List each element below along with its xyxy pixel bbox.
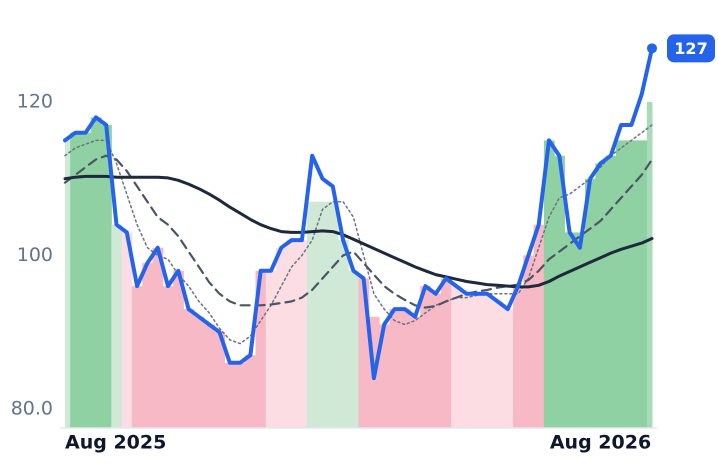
fill-bar (121, 232, 133, 428)
y-tick-label: 100 (17, 244, 53, 266)
fill-bar (224, 362, 236, 428)
fill-bar (234, 362, 246, 428)
fill-bar (615, 140, 627, 428)
y-tick-label: 120 (17, 91, 53, 113)
fill-bar (574, 232, 586, 428)
fill-bar (646, 102, 653, 428)
fill-bar (152, 247, 164, 428)
fill-bar (605, 155, 617, 428)
fill-bar (162, 286, 174, 428)
line-layer (63, 43, 657, 381)
fill-bar (70, 132, 81, 428)
fill-bar (461, 293, 473, 428)
fill-bar (636, 140, 648, 428)
fill-bar (543, 140, 555, 428)
fill-bar (276, 247, 287, 428)
fill-bar (420, 286, 432, 428)
fill-bar (564, 232, 576, 428)
fill-bar (245, 355, 257, 428)
fill-bar (214, 332, 226, 428)
fill-bar (80, 132, 92, 428)
fill-bar (554, 155, 565, 428)
fill-bar (482, 293, 493, 428)
fill-bar (430, 293, 442, 428)
value-badge (667, 34, 715, 63)
last-point (647, 43, 657, 54)
series-line (63, 174, 654, 289)
series-line (64, 124, 653, 345)
x-tick-label: Aug 2026 (550, 432, 651, 454)
fill-bar (173, 270, 184, 428)
fill-bar (523, 255, 535, 428)
fill-bar (307, 201, 318, 428)
fill-bar (193, 316, 205, 428)
fill-bar (286, 240, 298, 428)
fill-bar (585, 178, 596, 428)
fill-bar (183, 309, 195, 428)
value-badge-label: 127 (674, 39, 707, 58)
fill-bar (327, 201, 339, 428)
fill-bar (595, 163, 607, 428)
label-layer: 80.0 100 120 Aug 2025 Aug 2026 127 (11, 34, 715, 454)
fill-bar (111, 224, 123, 428)
fill-bar (502, 309, 514, 428)
fill-bar (492, 301, 504, 428)
series-line (63, 154, 654, 309)
fill-bar (204, 324, 215, 428)
fill-bar (626, 140, 638, 428)
fill-bar (131, 286, 143, 428)
series-line (63, 46, 654, 381)
fill-bar (389, 309, 401, 428)
fill-bar (512, 286, 524, 428)
fill-bar (255, 270, 267, 428)
fill-bar (471, 293, 483, 428)
fill-bar (348, 270, 359, 428)
fill-layer (60, 102, 657, 429)
fill-bar (358, 278, 370, 428)
fill-bar (265, 270, 277, 428)
fill-bar (65, 140, 71, 428)
fill-bar (451, 286, 462, 428)
fill-bar (533, 224, 545, 428)
fill-bar (101, 125, 112, 429)
fill-bar (317, 201, 329, 428)
fill-bar (379, 324, 390, 428)
fill-bar (142, 263, 154, 428)
x-tick-label: Aug 2025 (65, 432, 166, 454)
fill-bar (440, 278, 452, 428)
y-tick-label: 80.0 (11, 397, 53, 419)
fill-bar (399, 309, 411, 428)
fill-bar (337, 240, 349, 428)
fill-bar (409, 316, 421, 428)
fill-bar (296, 240, 308, 428)
fill-bar (90, 117, 102, 429)
